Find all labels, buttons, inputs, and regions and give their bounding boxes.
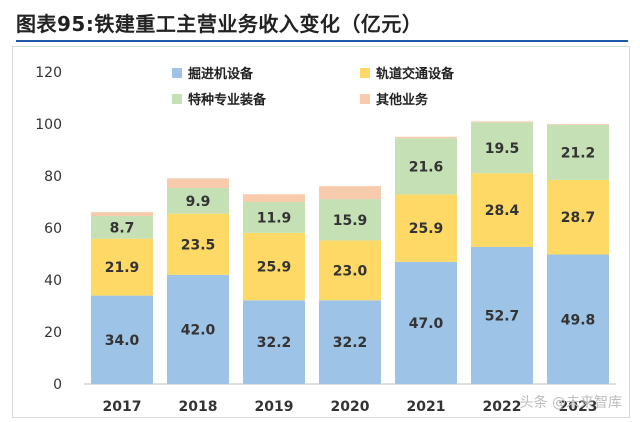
bar-segment — [319, 186, 381, 200]
bar-segment — [547, 254, 609, 384]
bar-segment — [471, 121, 533, 123]
legend-swatch — [360, 94, 370, 104]
y-tick-label: 100 — [35, 117, 62, 133]
bar-segment — [319, 240, 381, 301]
bar-segment — [471, 246, 533, 384]
data-label: 52.7 — [485, 308, 520, 324]
data-label: 8.7 — [110, 220, 135, 236]
data-label: 21.2 — [561, 145, 596, 161]
bar-segment — [547, 124, 609, 125]
bar-segment — [167, 274, 229, 384]
title-underline — [16, 40, 628, 42]
x-tick-label: 2023 — [559, 399, 598, 415]
bar-segment — [243, 202, 305, 233]
data-label: 34.0 — [105, 333, 140, 349]
bar-segment — [91, 238, 153, 296]
data-label: 32.2 — [333, 335, 368, 351]
bar-segment — [319, 199, 381, 241]
y-tick-label: 60 — [44, 221, 62, 237]
x-tick-label: 2017 — [103, 399, 142, 415]
bar-segment — [91, 212, 153, 217]
y-tick-label: 20 — [44, 325, 62, 341]
data-label: 47.0 — [409, 316, 444, 332]
legend-label: 特种专业装备 — [188, 92, 267, 108]
x-tick-label: 2021 — [407, 399, 446, 415]
bar-segment — [319, 300, 381, 384]
data-label: 23.0 — [333, 263, 368, 279]
legend-swatch — [360, 68, 370, 78]
bar-segment — [395, 194, 457, 262]
y-tick-label: 120 — [35, 65, 62, 81]
y-tick-label: 0 — [53, 377, 62, 393]
bar-segment — [243, 194, 305, 202]
data-label: 28.7 — [561, 210, 596, 226]
x-tick-label: 2018 — [179, 399, 218, 415]
data-label: 42.0 — [181, 322, 216, 338]
data-label: 15.9 — [333, 213, 368, 229]
legend-swatch — [172, 68, 182, 78]
bar-segment — [395, 261, 457, 384]
y-tick-label: 80 — [44, 169, 62, 185]
bar-segment — [91, 216, 153, 239]
data-label: 49.8 — [561, 312, 596, 328]
chart-title: 图表95:铁建重工主营业务收入变化（亿元） — [16, 12, 423, 36]
bar-segment — [243, 300, 305, 384]
data-label: 32.2 — [257, 335, 292, 351]
title-bar: 图表95:铁建重工主营业务收入变化（亿元） — [0, 0, 640, 42]
y-tick-label: 40 — [44, 273, 62, 289]
legend-label: 其他业务 — [376, 92, 429, 108]
data-label: 23.5 — [181, 237, 216, 253]
data-label: 21.6 — [409, 159, 444, 175]
bar-segment — [167, 178, 229, 188]
x-tick-label: 2022 — [483, 399, 522, 415]
x-tick-label: 2020 — [331, 399, 370, 415]
legend-label: 掘进机设备 — [188, 66, 254, 82]
watermark: 头条 @未来智库 — [519, 395, 622, 411]
data-label: 9.9 — [186, 194, 211, 210]
bar-segment — [471, 173, 533, 247]
x-tick-label: 2019 — [255, 399, 294, 415]
data-label: 25.9 — [409, 221, 444, 237]
data-label: 28.4 — [485, 203, 520, 219]
legend-swatch — [172, 94, 182, 104]
bar-segment — [243, 232, 305, 301]
bar-segment — [167, 213, 229, 275]
bar-segment — [547, 179, 609, 255]
data-label: 19.5 — [485, 141, 520, 157]
bar-segment — [395, 136, 457, 139]
bar-segment — [167, 187, 229, 214]
bar-segment — [547, 124, 609, 180]
bar-segment — [471, 122, 533, 174]
data-label: 25.9 — [257, 260, 292, 276]
data-label: 11.9 — [257, 210, 292, 226]
bar-segment — [395, 138, 457, 195]
chart-frame — [12, 46, 630, 418]
legend-label: 轨道交通设备 — [376, 66, 455, 82]
data-label: 21.9 — [105, 260, 140, 276]
bar-segment — [91, 295, 153, 384]
